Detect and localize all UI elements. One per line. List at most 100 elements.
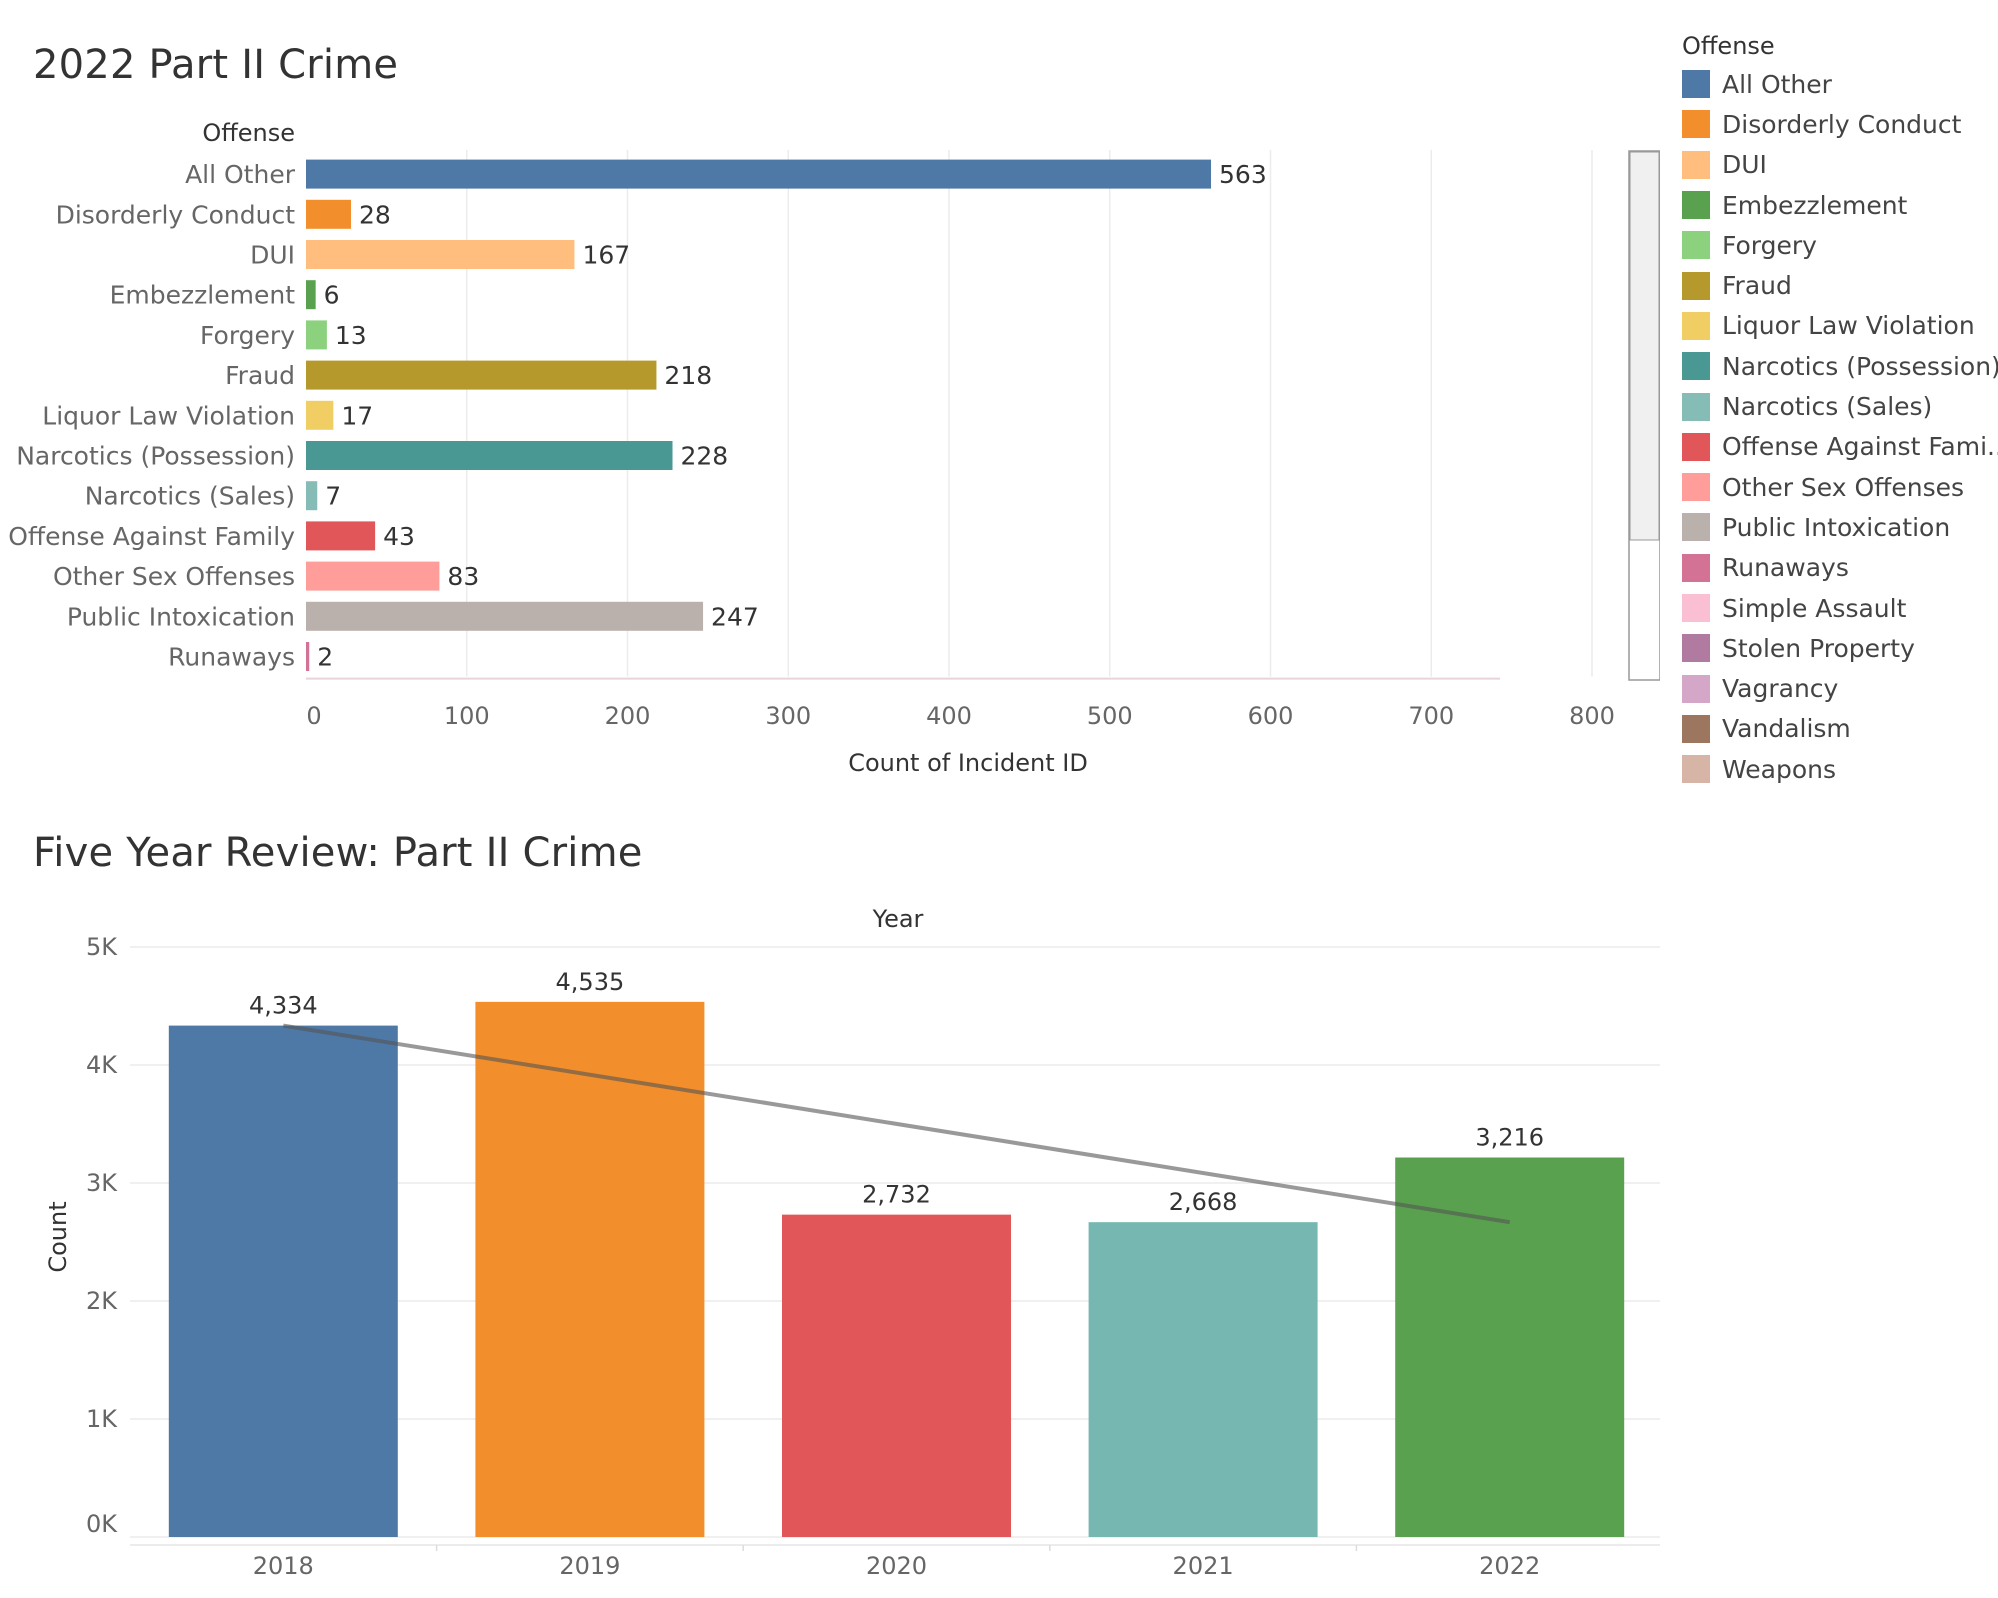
chart1-bar[interactable] xyxy=(306,521,376,551)
chart2-x-tick-label: 2021 xyxy=(1173,1552,1234,1580)
chart2-bar[interactable] xyxy=(475,1001,705,1537)
chart1-x-tick-label: 100 xyxy=(444,702,490,730)
chart1-value-label: 43 xyxy=(383,522,415,551)
chart1-bar[interactable] xyxy=(306,561,440,591)
chart1-value-label: 218 xyxy=(664,361,712,390)
chart1-category-label: Public Intoxication xyxy=(67,602,295,631)
chart1-value-label: 13 xyxy=(335,321,367,350)
legend-item[interactable]: Runaways xyxy=(1682,548,1998,588)
legend-item[interactable]: Embezzlement xyxy=(1682,185,1998,225)
chart2-bar[interactable] xyxy=(168,1025,398,1537)
legend-label: Vandalism xyxy=(1722,714,1851,744)
legend-item[interactable]: Simple Assault xyxy=(1682,588,1998,628)
chart1-x-tick-label: 800 xyxy=(1569,702,1615,730)
chart1-bar[interactable] xyxy=(306,320,327,350)
legend-item[interactable]: DUI xyxy=(1682,145,1998,185)
charts-canvas: 0 100 200 300 400 500 600 700 800 Offense Count of… xyxy=(8,119,1660,1580)
chart2-value-label: 4,535 xyxy=(556,968,625,996)
legend-item[interactable]: Fraud xyxy=(1682,265,1998,305)
legend-item[interactable]: Vagrancy xyxy=(1682,668,1998,708)
chart1-bar[interactable] xyxy=(306,199,352,229)
legend-swatch xyxy=(1682,714,1710,743)
chart2-x-tick-label: 2020 xyxy=(866,1552,927,1580)
legend-swatch xyxy=(1682,634,1710,663)
chart1-value-label: 167 xyxy=(582,241,630,270)
chart1-category-label: Narcotics (Sales) xyxy=(85,482,295,511)
legend-title: Offense xyxy=(1682,32,1775,60)
legend-item[interactable]: Public Intoxication xyxy=(1682,507,1998,547)
chart2-value-label: 2,732 xyxy=(862,1181,931,1209)
legend-swatch xyxy=(1682,110,1710,139)
chart2-value-label: 2,668 xyxy=(1169,1188,1238,1216)
legend-item[interactable]: Offense Against Fami.. xyxy=(1682,427,1998,467)
chart1-bar[interactable] xyxy=(306,400,334,430)
legend-item[interactable]: Weapons xyxy=(1682,749,1998,789)
chart1-category-label: Disorderly Conduct xyxy=(56,200,296,229)
legend-swatch xyxy=(1682,392,1710,421)
offense-legend[interactable]: Offense All Other Disorderly Conduct DUI Em… xyxy=(1682,32,1998,789)
chart2-bar[interactable] xyxy=(1088,1222,1318,1537)
legend-item[interactable]: Disorderly Conduct xyxy=(1682,104,1998,144)
legend-label: Liquor Law Violation xyxy=(1722,311,1975,341)
chart2-x-tick-label: 2018 xyxy=(253,1552,314,1580)
legend-item[interactable]: Stolen Property xyxy=(1682,628,1998,668)
legend-label: Weapons xyxy=(1722,754,1836,784)
legend-item[interactable]: Forgery xyxy=(1682,225,1998,265)
chart1-x-tick-label: 0 xyxy=(306,702,321,730)
legend-swatch xyxy=(1682,352,1710,381)
chart1-value-label: 17 xyxy=(341,401,373,430)
chart1-category-label: DUI xyxy=(250,241,295,270)
chart1-value-label: 6 xyxy=(324,281,340,310)
legend-swatch xyxy=(1682,150,1710,179)
legend-item[interactable]: Narcotics (Possession) xyxy=(1682,346,1998,386)
legend-label: Narcotics (Possession) xyxy=(1722,351,1998,381)
chart1-value-label: 228 xyxy=(681,442,729,471)
chart2-value-label: 4,334 xyxy=(249,992,318,1020)
chart1-value-label: 7 xyxy=(325,482,341,511)
chart1-x-tick-label: 400 xyxy=(926,702,972,730)
chart1-value-label: 2 xyxy=(317,643,333,672)
chart1-bar[interactable] xyxy=(306,642,310,671)
chart1-title: 2022 Part II Crime xyxy=(33,42,399,88)
legend-label: Other Sex Offenses xyxy=(1722,472,1965,502)
chart1-value-label: 83 xyxy=(447,562,479,591)
legend-item[interactable]: Narcotics (Sales) xyxy=(1682,386,1998,426)
legend-item[interactable]: All Other xyxy=(1682,64,1998,104)
chart1-category-label: Other Sex Offenses xyxy=(53,562,295,591)
legend-label: All Other xyxy=(1722,69,1832,99)
chart1-category-label: Embezzlement xyxy=(110,281,296,310)
chart1-category-header: Offense xyxy=(202,119,295,147)
legend-swatch xyxy=(1682,191,1710,220)
chart1-x-axis-title: Count of Incident ID xyxy=(848,749,1088,777)
legend-swatch xyxy=(1682,594,1710,622)
legend-label: Stolen Property xyxy=(1722,633,1915,663)
legend-item[interactable]: Other Sex Offenses xyxy=(1682,467,1998,507)
chart1-bar[interactable] xyxy=(306,441,673,470)
chart2-bar[interactable] xyxy=(782,1214,1011,1537)
chart1-bar[interactable] xyxy=(306,360,657,390)
chart2-title: Five Year Review: Part II Crime xyxy=(33,830,643,876)
chart2-y-tick-label: 1K xyxy=(86,1405,118,1433)
legend-item[interactable]: Vandalism xyxy=(1682,709,1998,749)
legend-swatch xyxy=(1682,70,1710,99)
chart1-bar[interactable] xyxy=(306,240,575,269)
legend-swatch xyxy=(1682,231,1710,260)
chart2-y-tick-label: 3K xyxy=(86,1169,118,1197)
legend-swatch xyxy=(1682,311,1710,340)
chart1-bar[interactable] xyxy=(306,481,318,511)
chart2-bar[interactable] xyxy=(1395,1157,1625,1537)
chart1-bar[interactable] xyxy=(306,601,704,631)
chart2-x-axis-title: Year xyxy=(872,905,924,933)
chart1-bar[interactable] xyxy=(306,280,316,310)
chart2-y-tick-label: 5K xyxy=(86,933,118,961)
legend-swatch xyxy=(1682,432,1710,461)
chart2-y-axis-title: Count xyxy=(44,1201,72,1272)
legend-swatch xyxy=(1682,674,1710,703)
chart1-bar[interactable] xyxy=(306,159,1212,189)
legend-swatch xyxy=(1682,755,1710,784)
legend-item[interactable]: Liquor Law Violation xyxy=(1682,306,1998,346)
chart2-x-tick-label: 2019 xyxy=(559,1552,620,1580)
legend-label: Public Intoxication xyxy=(1722,512,1951,542)
chart1-scrollbar-thumb[interactable] xyxy=(1629,151,1660,541)
legend-label: Runaways xyxy=(1722,553,1849,583)
